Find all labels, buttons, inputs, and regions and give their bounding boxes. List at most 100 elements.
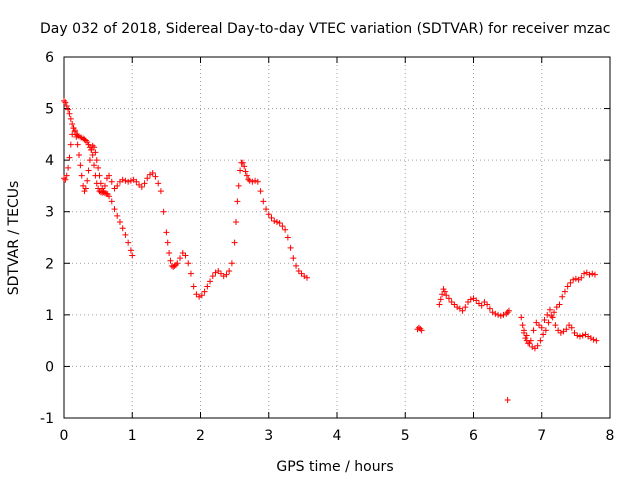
data-point [465, 298, 472, 305]
data-point [215, 268, 222, 275]
data-point [108, 198, 115, 205]
data-point [590, 336, 597, 343]
y-tick-label: 5 [45, 102, 54, 118]
data-point [73, 133, 80, 140]
x-axis-ticks: 0 1 2 3 4 5 6 7 8 [60, 57, 614, 444]
data-point [106, 193, 113, 200]
data-point [65, 164, 72, 171]
data-point [541, 317, 548, 324]
data-point [559, 293, 566, 300]
data-point [177, 255, 184, 262]
data-point [96, 172, 103, 179]
data-point [254, 178, 261, 185]
data-point [114, 212, 121, 219]
data-point [146, 171, 153, 178]
data-point [89, 151, 96, 158]
data-point [243, 172, 250, 179]
data-point [239, 159, 246, 166]
data-point [122, 231, 129, 238]
data-point [114, 182, 121, 189]
data-point [534, 342, 541, 349]
data-point [527, 337, 534, 344]
data-point [473, 297, 480, 304]
data-point [282, 226, 289, 233]
data-point [127, 247, 134, 254]
data-point [445, 295, 452, 302]
data-point [144, 175, 151, 182]
data-point [129, 252, 136, 259]
data-point [223, 271, 230, 278]
data-point [417, 325, 424, 332]
grid-lines [64, 57, 610, 418]
data-point [66, 154, 73, 161]
data-point [235, 182, 242, 189]
data-point [122, 177, 129, 184]
data-point [591, 271, 598, 278]
data-point [578, 274, 585, 281]
data-point [141, 180, 148, 187]
data-point [232, 219, 239, 226]
data-point [492, 310, 499, 317]
y-tick-label: 1 [45, 308, 54, 324]
data-points [61, 97, 600, 403]
data-point [252, 177, 259, 184]
data-point [119, 176, 126, 183]
data-point [536, 322, 543, 329]
data-point [462, 304, 469, 311]
data-point [125, 178, 132, 185]
x-tick-label: 7 [537, 428, 546, 444]
data-point [67, 115, 74, 122]
data-point [538, 324, 545, 331]
data-point [533, 319, 540, 326]
data-point [497, 312, 504, 319]
data-point [81, 136, 88, 143]
x-axis-label: GPS time / hours [276, 459, 393, 475]
data-point [489, 309, 496, 316]
data-point [234, 198, 241, 205]
data-point [81, 188, 88, 195]
data-point [295, 268, 302, 275]
data-point [260, 198, 267, 205]
data-point [587, 335, 594, 342]
data-point [561, 288, 568, 295]
data-point [82, 185, 89, 192]
data-point [552, 322, 559, 329]
data-point [71, 127, 78, 134]
data-point [152, 173, 159, 180]
data-point [505, 307, 512, 314]
y-tick-label: -1 [40, 411, 54, 427]
data-point [111, 206, 118, 213]
data-point [439, 291, 446, 298]
data-point [185, 260, 192, 267]
data-point [85, 167, 92, 174]
data-point [62, 176, 69, 183]
data-point [448, 298, 455, 305]
data-point [212, 269, 219, 276]
data-point [201, 288, 208, 295]
data-point [586, 271, 593, 278]
data-point [91, 162, 98, 169]
data-point [133, 178, 140, 185]
data-point [563, 326, 570, 333]
data-point [537, 337, 544, 344]
data-point [257, 188, 264, 195]
data-point [103, 190, 110, 197]
data-point [127, 177, 134, 184]
data-point [566, 322, 573, 329]
data-point [101, 190, 108, 197]
data-point [551, 309, 558, 316]
data-point [579, 332, 586, 339]
data-point [249, 178, 256, 185]
x-tick-label: 2 [196, 428, 205, 444]
data-point [111, 185, 118, 192]
data-point [84, 177, 91, 184]
data-point [86, 157, 93, 164]
data-point [529, 343, 536, 350]
data-point [521, 327, 528, 334]
data-point [581, 270, 588, 277]
data-point [69, 121, 76, 128]
data-point [495, 311, 502, 318]
data-point [567, 279, 574, 286]
data-point [544, 311, 551, 318]
data-point [93, 157, 100, 164]
